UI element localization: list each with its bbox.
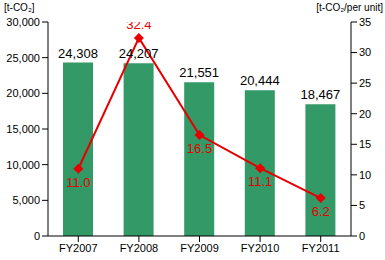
html-text:[t-CO₂/per unit]: [t-CO₂/per unit] (316, 2, 383, 13)
svg-text:20,000: 20,000 (8, 87, 40, 99)
svg-text:25,000: 25,000 (8, 52, 40, 64)
svg-text:20,444: 20,444 (240, 73, 280, 88)
svg-text:10: 10 (359, 169, 371, 181)
svg-text:FY2010: FY2010 (241, 242, 280, 254)
svg-text:FY2007: FY2007 (59, 242, 98, 254)
svg-text:FY2009: FY2009 (180, 242, 219, 254)
svg-text:30,000: 30,000 (8, 16, 40, 28)
svg-text:20: 20 (359, 108, 371, 120)
svg-text:FY2008: FY2008 (120, 242, 159, 254)
svg-text:32.4: 32.4 (126, 22, 151, 32)
html-text:[t-CO₂]: [t-CO₂] (4, 2, 35, 13)
svg-text:16.5: 16.5 (187, 141, 212, 156)
svg-text:15,000: 15,000 (8, 123, 40, 135)
svg-text:6.2: 6.2 (312, 204, 330, 219)
svg-text:11.0: 11.0 (66, 175, 90, 190)
svg-text:FY2011: FY2011 (302, 242, 340, 254)
svg-text:35: 35 (359, 16, 371, 28)
svg-text:0: 0 (34, 230, 40, 242)
svg-text:10,000: 10,000 (8, 159, 40, 171)
svg-text:5,000: 5,000 (12, 194, 40, 206)
svg-text:11.1: 11.1 (248, 174, 272, 189)
svg-text:21,551: 21,551 (179, 65, 219, 80)
svg-text:24,207: 24,207 (119, 46, 159, 61)
svg-text:0: 0 (359, 230, 365, 242)
svg-text:25: 25 (359, 77, 371, 89)
svg-text:30: 30 (359, 46, 371, 58)
svg-text:18,467: 18,467 (301, 87, 341, 102)
svg-text:5: 5 (359, 199, 365, 211)
svg-text:15: 15 (359, 138, 371, 150)
svg-text:24,308: 24,308 (58, 46, 98, 61)
